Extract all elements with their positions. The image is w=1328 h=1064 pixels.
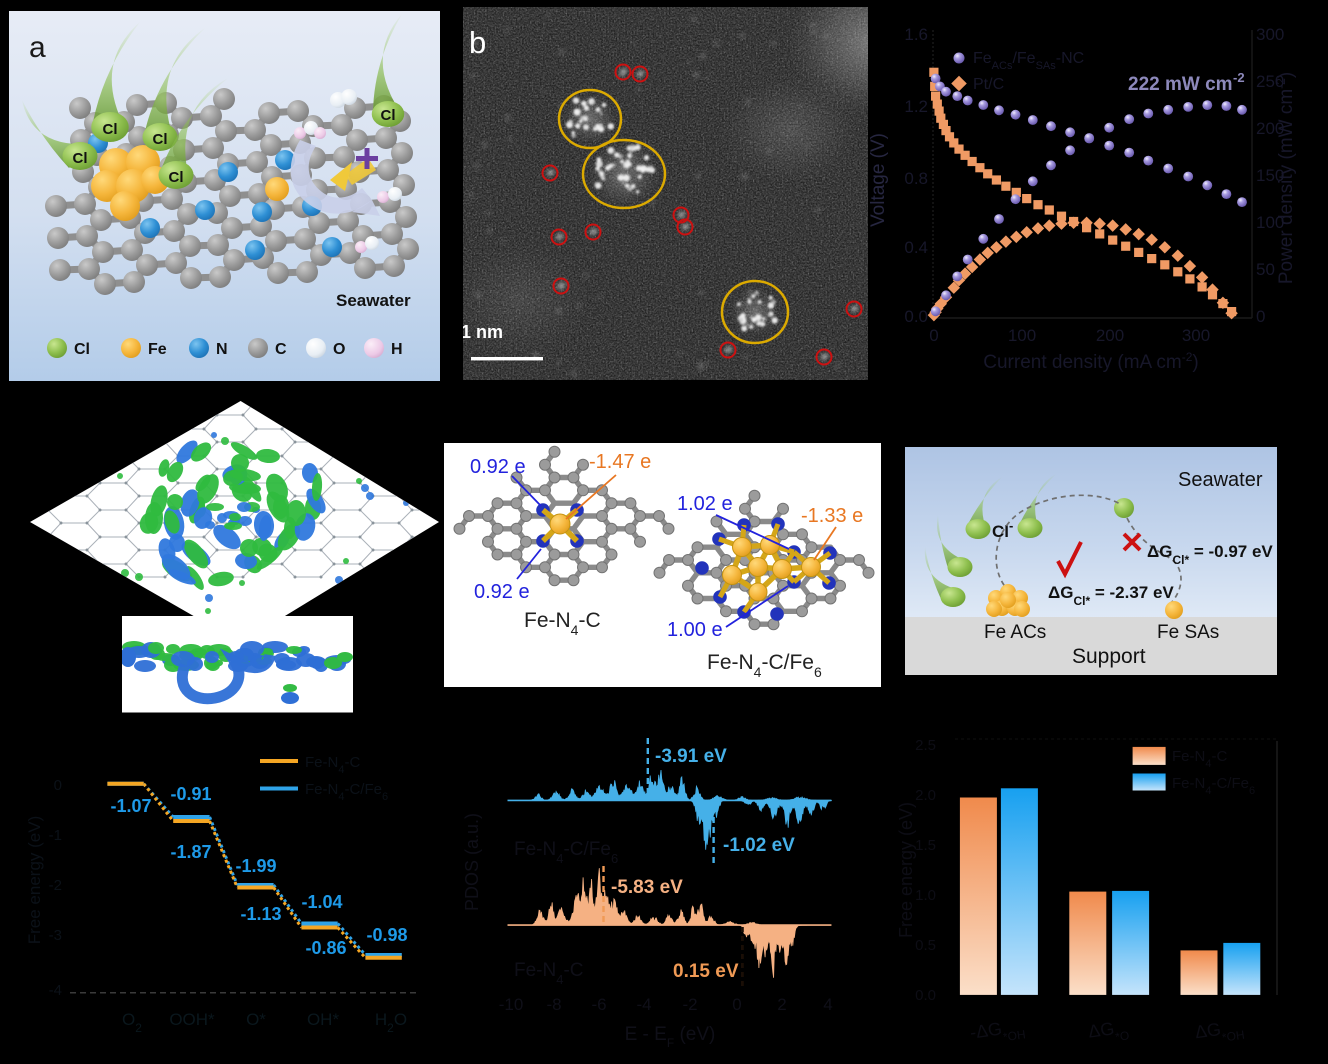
svg-text:FeACs/FeSAs-NC: FeACs/FeSAs-NC xyxy=(973,50,1084,72)
svg-text:-1.99: -1.99 xyxy=(235,856,276,876)
svg-text:-2: -2 xyxy=(1233,70,1245,85)
svg-text:-3.91 eV: -3.91 eV xyxy=(655,746,727,767)
svg-text:OOH*: OOH* xyxy=(169,1010,215,1029)
svg-text:OH*: OH* xyxy=(307,1010,340,1029)
svg-text:200: 200 xyxy=(1256,119,1284,138)
svg-text:-1.47 e: -1.47 e xyxy=(589,451,651,473)
svg-text:-: - xyxy=(1009,518,1013,533)
svg-text:222 mW cm: 222 mW cm xyxy=(1128,74,1233,95)
svg-text:-3: -3 xyxy=(49,927,62,944)
svg-text:-0.91: -0.91 xyxy=(170,784,211,804)
svg-text:4: 4 xyxy=(823,995,832,1014)
svg-text:Power density (mW cm-2): Power density (mW cm-2) xyxy=(1274,72,1297,284)
svg-text:O: O xyxy=(333,341,345,358)
svg-text:Free energy (eV): Free energy (eV) xyxy=(25,816,44,945)
svg-text:Current density (mA cm-2): Current density (mA cm-2) xyxy=(983,350,1199,373)
svg-text:H2O: H2O xyxy=(375,1010,407,1035)
svg-text:Cl: Cl xyxy=(74,341,90,358)
svg-text:H: H xyxy=(391,341,403,358)
svg-text:1.6: 1.6 xyxy=(904,25,928,44)
svg-text:0: 0 xyxy=(1256,307,1265,326)
svg-text:2.5: 2.5 xyxy=(915,737,936,754)
svg-text:Fe SAs: Fe SAs xyxy=(1157,622,1219,643)
svg-text:0.92 e: 0.92 e xyxy=(470,456,526,478)
svg-text:300: 300 xyxy=(1256,25,1284,44)
svg-text:Cl: Cl xyxy=(381,107,396,124)
svg-text:Voltage (V): Voltage (V) xyxy=(868,133,889,227)
svg-text:Seawater: Seawater xyxy=(336,291,411,310)
svg-text:O2: O2 xyxy=(122,1010,142,1035)
svg-text:0.4: 0.4 xyxy=(904,238,928,257)
svg-text:-6: -6 xyxy=(591,995,606,1014)
svg-text:0: 0 xyxy=(732,995,741,1014)
svg-text:0: 0 xyxy=(54,777,62,794)
svg-text:O*: O* xyxy=(246,1010,266,1029)
svg-text:Cl: Cl xyxy=(73,150,88,167)
svg-text:1.2: 1.2 xyxy=(904,97,928,116)
svg-text:a: a xyxy=(29,31,46,64)
svg-text:0.5: 0.5 xyxy=(915,937,936,954)
svg-text:E - EF (eV): E - EF (eV) xyxy=(625,1024,716,1050)
svg-text:-4: -4 xyxy=(636,995,651,1014)
svg-text:-1.02 eV: -1.02 eV xyxy=(723,835,795,856)
svg-text:Support: Support xyxy=(1072,645,1146,668)
svg-text:0.0: 0.0 xyxy=(904,307,928,326)
svg-text:Fe-N4-C/Fe6: Fe-N4-C/Fe6 xyxy=(305,781,388,803)
svg-text:1 nm: 1 nm xyxy=(461,322,503,342)
svg-text:-1: -1 xyxy=(49,827,62,844)
svg-text:1.00 e: 1.00 e xyxy=(667,619,723,641)
svg-text:Cl: Cl xyxy=(992,522,1009,541)
svg-text:-8: -8 xyxy=(546,995,561,1014)
svg-text:Cl: Cl xyxy=(169,169,184,186)
svg-text:Fe-N4-C: Fe-N4-C xyxy=(514,960,584,987)
svg-text:Seawater: Seawater xyxy=(1178,469,1263,491)
svg-text:2: 2 xyxy=(777,995,786,1014)
svg-text:1.5: 1.5 xyxy=(915,837,936,854)
svg-text:-ΔG*OH: -ΔG*OH xyxy=(969,1015,1027,1048)
svg-text:-0.98: -0.98 xyxy=(366,925,407,945)
svg-text:-1.04: -1.04 xyxy=(301,892,342,912)
svg-text:N: N xyxy=(216,341,228,358)
svg-text:-2: -2 xyxy=(49,877,62,894)
svg-text:Fe: Fe xyxy=(148,341,167,358)
svg-text:C: C xyxy=(275,341,287,358)
svg-text:-1.13: -1.13 xyxy=(240,904,281,924)
svg-text:Cl: Cl xyxy=(153,131,168,148)
svg-text:-1.87: -1.87 xyxy=(170,842,211,862)
svg-text:Pt/C: Pt/C xyxy=(973,76,1004,93)
svg-text:0.0: 0.0 xyxy=(915,987,936,1004)
svg-text:ΔG*OH: ΔG*OH xyxy=(1194,1016,1246,1049)
svg-text:Cl: Cl xyxy=(103,121,118,138)
svg-text:100: 100 xyxy=(1256,213,1284,232)
svg-text:Fe ACs: Fe ACs xyxy=(984,622,1046,643)
svg-text:-1.33 e: -1.33 e xyxy=(801,505,863,527)
svg-text:100: 100 xyxy=(1008,326,1036,345)
svg-text:300: 300 xyxy=(1182,326,1210,345)
svg-text:-4: -4 xyxy=(49,982,62,999)
svg-text:-10: -10 xyxy=(499,995,524,1014)
svg-text:-2: -2 xyxy=(682,995,697,1014)
svg-text:0: 0 xyxy=(929,326,938,345)
svg-text:2.0: 2.0 xyxy=(915,787,936,804)
svg-text:ΔG*O: ΔG*O xyxy=(1087,1016,1130,1047)
svg-text:Fe-N4-C: Fe-N4-C xyxy=(1172,748,1227,770)
svg-text:-1.07: -1.07 xyxy=(110,796,151,816)
svg-text:1.0: 1.0 xyxy=(915,887,936,904)
svg-text:Free energy (eV): Free energy (eV) xyxy=(896,802,916,938)
svg-text:-5.83 eV: -5.83 eV xyxy=(611,877,683,898)
svg-text:0.92 e: 0.92 e xyxy=(474,581,530,603)
svg-text:0.15 eV: 0.15 eV xyxy=(673,961,739,982)
svg-text:1.02 e: 1.02 e xyxy=(677,493,733,515)
svg-text:0.8: 0.8 xyxy=(904,169,928,188)
svg-text:-0.86: -0.86 xyxy=(305,938,346,958)
svg-text:Fe-N4-C/Fe6: Fe-N4-C/Fe6 xyxy=(1172,775,1255,797)
svg-text:b: b xyxy=(469,25,486,60)
svg-text:Fe-N4-C/Fe6: Fe-N4-C/Fe6 xyxy=(514,839,618,866)
svg-text:PDOS (a.u.): PDOS (a.u.) xyxy=(462,813,482,911)
svg-text:200: 200 xyxy=(1096,326,1124,345)
svg-text:50: 50 xyxy=(1256,260,1275,279)
svg-text:150: 150 xyxy=(1256,166,1284,185)
svg-text:Fe-N4-C: Fe-N4-C xyxy=(305,754,360,776)
svg-text:250: 250 xyxy=(1256,72,1284,91)
